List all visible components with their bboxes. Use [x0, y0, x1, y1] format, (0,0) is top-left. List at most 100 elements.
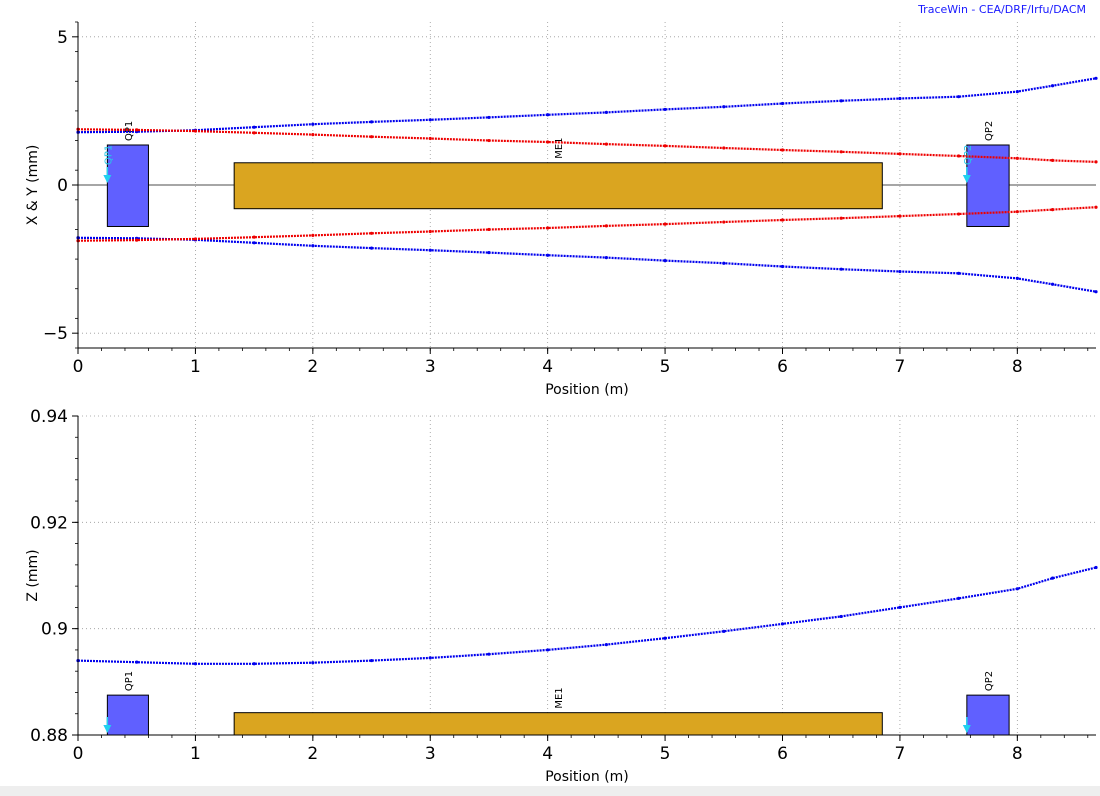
series-point [898, 96, 902, 101]
element-me1 [233, 712, 883, 736]
series-point [780, 101, 785, 106]
series-point [780, 148, 785, 152]
series-point [839, 267, 843, 271]
series-point [546, 226, 550, 230]
series-line-3 [77, 128, 1097, 163]
series-point [604, 142, 608, 146]
series-point [722, 220, 726, 224]
series-point [957, 271, 961, 275]
series-point [898, 605, 902, 610]
series-point [780, 218, 785, 222]
y-tick-label: 5 [57, 28, 68, 48]
series-point [311, 133, 315, 137]
chart-2: QP1 ME1 QP2 0 1 2 3 4 5 6 7 8 0.88 0.9 0.92 0.94 Positio… [25, 407, 1098, 785]
x-tick-label: 0 [73, 357, 84, 377]
series-point [487, 138, 491, 143]
y-tick-label: 0.9 [41, 620, 68, 640]
series-point [369, 120, 374, 124]
x-tick-label: 5 [660, 357, 671, 377]
y-tick-label: 0.88 [30, 726, 68, 746]
series-point [428, 136, 432, 141]
series-point [1050, 158, 1055, 163]
series-line-4 [77, 206, 1097, 242]
element-me1 [233, 162, 883, 210]
series-point [193, 662, 198, 666]
series-point [546, 140, 550, 144]
series-point [1094, 76, 1098, 80]
series-point [780, 264, 785, 269]
element-label-qp1: QP1 [124, 671, 135, 691]
series-point [546, 253, 550, 257]
series-point [311, 122, 315, 126]
y-axis-label: Z (mm) [25, 549, 41, 601]
series-point [487, 250, 491, 255]
series-point [1050, 576, 1055, 580]
series-point [604, 256, 608, 260]
element-label-me1: ME1 [554, 137, 565, 158]
series-point [1050, 207, 1055, 212]
series-point [663, 144, 667, 148]
series-point [311, 233, 315, 237]
marker-label: QP1 [103, 145, 114, 165]
series-point [428, 229, 432, 234]
x-tick-label: 2 [307, 744, 318, 764]
status-strip [0, 786, 1100, 796]
series-point [1050, 84, 1055, 88]
series-point [311, 244, 315, 248]
series-point [663, 222, 667, 226]
marker-icon [103, 725, 112, 733]
series-point [1015, 210, 1019, 214]
series-point [135, 660, 139, 664]
series-point [604, 643, 608, 647]
series-line-1 [77, 566, 1097, 665]
series-line-2 [77, 236, 1097, 293]
series-point [957, 212, 961, 216]
series-point [252, 125, 256, 129]
series-point [193, 129, 198, 133]
x-tick-label: 5 [660, 744, 671, 764]
series-point [428, 118, 432, 122]
x-tick-label: 7 [895, 357, 906, 377]
series-line-1 [77, 77, 1097, 134]
series-point [252, 662, 256, 666]
series-point [898, 152, 902, 156]
series-point [1094, 290, 1098, 294]
x-axis-label: Position (m) [545, 769, 629, 785]
series-point [898, 269, 902, 274]
y-axis-label: X & Y (mm) [25, 145, 41, 226]
series-point [369, 658, 374, 663]
y-tick-label: −5 [43, 324, 68, 344]
series-point [780, 622, 785, 626]
series-point [839, 99, 843, 103]
x-tick-label: 4 [542, 357, 553, 377]
x-tick-label: 7 [895, 744, 906, 764]
series-point [252, 235, 256, 239]
series-point [722, 629, 726, 633]
marker-label: QP2 [963, 145, 974, 165]
x-tick-label: 1 [190, 744, 201, 764]
x-tick-label: 2 [307, 357, 318, 377]
series-point [1094, 160, 1098, 164]
series-point [663, 636, 667, 640]
series-point [1015, 90, 1019, 94]
series-point [428, 248, 432, 252]
x-tick-label: 3 [425, 744, 436, 764]
series-point [722, 261, 726, 265]
series-point [546, 648, 550, 652]
x-axis-label: Position (m) [545, 382, 629, 398]
series-point [369, 135, 374, 139]
series-point [487, 652, 491, 656]
series-point [957, 596, 961, 600]
x-tick-label: 6 [777, 357, 788, 377]
series-point [839, 150, 843, 154]
series-point [722, 105, 726, 109]
series-point [1094, 205, 1098, 209]
marker-icon [103, 175, 112, 183]
x-tick-label: 0 [73, 744, 84, 764]
element-qp2 [966, 694, 1010, 736]
series-point [487, 227, 491, 232]
marker-icon [962, 175, 971, 183]
series-point [722, 146, 726, 150]
